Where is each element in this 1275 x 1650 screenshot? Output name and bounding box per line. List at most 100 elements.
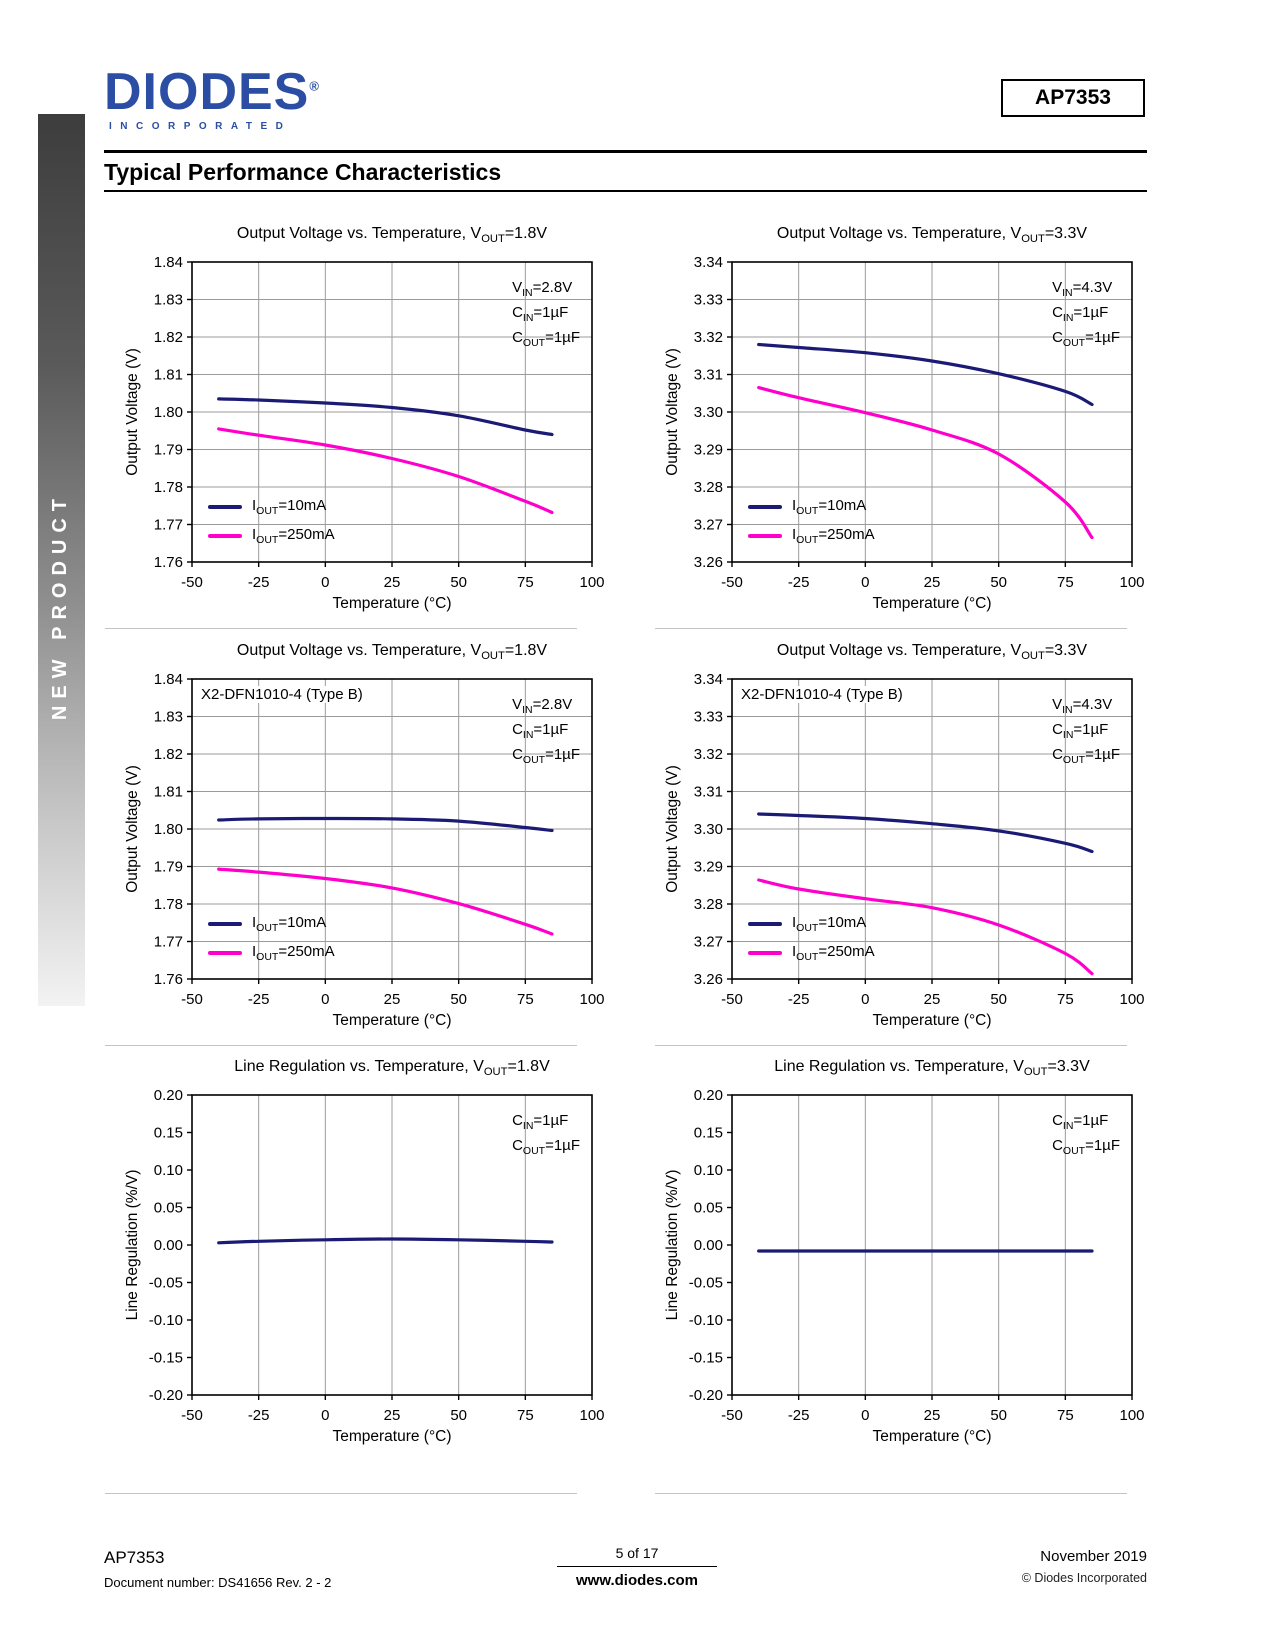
y-axis-label: Output Voltage (V) [124,348,141,476]
y-tick-label: 3.26 [694,554,723,571]
plot-area: -50 -25 0 25 50 75 100 3.34 3.33 3.32 3.31 3.30 3.29… [660,252,1150,617]
x-tick-label: -25 [248,1407,270,1424]
y-tick-label: 3.29 [694,442,723,459]
legend-label: IOUT=250mA [792,525,875,546]
row-divider [105,628,577,629]
y-axis-label: Output Voltage (V) [664,765,681,893]
legend-label: IOUT=10mA [792,913,867,934]
x-tick-label: 25 [384,1407,401,1424]
series-line-0 [217,816,554,833]
logo-wordmark: DIODES® [104,66,320,118]
x-tick-label: -50 [721,991,743,1008]
x-axis-label: Temperature (°C) [872,595,991,612]
y-axis-label: Output Voltage (V) [124,765,141,893]
conditions-annotation: VIN=4.3V CIN=1µF COUT=1µF [1052,279,1120,349]
conditions-annotation: VIN=2.8V CIN=1µF COUT=1µF [512,279,580,349]
y-tick-label: 3.28 [694,479,723,496]
x-tick-label: -50 [181,1407,203,1424]
x-tick-label: 75 [517,574,534,591]
row-divider [655,1493,1127,1494]
legend: IOUT=10mA IOUT=250mA [748,492,875,550]
x-tick-label: 50 [450,1407,467,1424]
x-tick-label: 75 [517,991,534,1008]
x-tick-label: 25 [384,991,401,1008]
x-tick-label: -25 [788,1407,810,1424]
x-tick-label: 100 [579,991,604,1008]
legend-label: IOUT=10mA [252,496,327,517]
chart-line-regulation-3v3: Line Regulation vs. Temperature, VOUT=3.… [660,1058,1150,1450]
x-tick-label: 50 [990,991,1007,1008]
footer-copyright: © Diodes Incorporated [1021,1571,1147,1585]
x-tick-label: 100 [1119,574,1144,591]
chart-canvas: -50 -25 0 25 50 75 100 3.34 3.33 3.32 3.31 3.30 3.29… [664,671,1145,1029]
chart-canvas: -50 -25 0 25 50 75 100 1.84 1.83 1.82 1.81 1.80 1.79… [124,254,605,612]
y-tick-label: -0.05 [689,1275,723,1292]
legend-label: IOUT=250mA [252,525,335,546]
y-tick-label: 0.20 [694,1087,723,1104]
x-tick-label: 0 [861,1407,869,1424]
footer-date: November 2019 [1040,1548,1147,1565]
legend-swatch [748,950,782,955]
legend-item: IOUT=250mA [208,938,335,967]
x-tick-label: 100 [1119,1407,1144,1424]
legend-swatch [748,504,782,509]
x-tick-label: 50 [450,574,467,591]
y-tick-label: 3.26 [694,971,723,988]
x-tick-label: 0 [321,1407,329,1424]
footer-page-info: 5 of 17 [557,1545,717,1567]
footer-part-number: AP7353 [104,1548,165,1567]
y-tick-label: 1.83 [154,292,183,309]
x-tick-label: 75 [517,1407,534,1424]
legend-item: IOUT=250mA [748,521,875,550]
legend-swatch [208,504,242,509]
registered-mark-icon: ® [309,78,320,94]
y-tick-label: 3.28 [694,896,723,913]
row-divider [655,628,1127,629]
x-axis-label: Temperature (°C) [332,1012,451,1029]
x-tick-label: 50 [450,991,467,1008]
chart-output-voltage-1v8: Output Voltage vs. Temperature, VOUT=1.8… [120,225,610,617]
chart-title: Line Regulation vs. Temperature, VOUT=1.… [234,1058,550,1079]
y-tick-label: -0.15 [689,1350,723,1367]
legend-item: IOUT=10mA [208,492,335,521]
x-tick-label: 25 [924,574,941,591]
legend: IOUT=10mA IOUT=250mA [748,909,875,967]
y-tick-label: -0.20 [689,1387,723,1404]
row-divider [655,1045,1127,1046]
legend: IOUT=10mA IOUT=250mA [208,909,335,967]
x-tick-label: -25 [248,574,270,591]
x-axis-label: Temperature (°C) [332,595,451,612]
legend-label: IOUT=10mA [252,913,327,934]
footer-website-link[interactable]: www.diodes.com [576,1572,698,1589]
y-tick-label: 0.05 [154,1200,183,1217]
y-tick-label: 3.31 [694,784,723,801]
y-axis-label: Line Regulation (%/V) [124,1170,141,1321]
legend-label: IOUT=250mA [252,942,335,963]
y-tick-label: 1.80 [154,404,183,421]
x-tick-label: 100 [579,1407,604,1424]
new-product-banner: NEW PRODUCT [38,114,85,1006]
package-label: X2-DFN1010-4 (Type B) [198,686,366,703]
y-tick-label: -0.10 [149,1312,183,1329]
y-tick-label: 3.32 [694,329,723,346]
x-tick-label: 25 [924,1407,941,1424]
plot-area: -50 -25 0 25 50 75 100 1.84 1.83 1.82 1.81 1.80 1.79… [120,669,610,1034]
chart-canvas: -50 -25 0 25 50 75 100 0.20 0.15 0.10 0.05 0.00 -0.0… [124,1087,605,1445]
y-tick-label: 1.78 [154,479,183,496]
x-axis-label: Temperature (°C) [872,1012,991,1029]
legend-swatch [208,921,242,926]
series-line-0 [217,397,554,437]
y-tick-label: 3.33 [694,292,723,309]
y-axis-label: Output Voltage (V) [664,348,681,476]
y-tick-label: 1.77 [154,517,183,534]
x-tick-label: -50 [181,574,203,591]
chart-canvas: -50 -25 0 25 50 75 100 0.20 0.15 0.10 0.05 0.00 -0.0… [664,1087,1145,1445]
y-tick-label: 0.15 [694,1125,723,1142]
x-tick-label: 0 [861,991,869,1008]
legend-item: IOUT=10mA [748,909,875,938]
chart-title: Output Voltage vs. Temperature, VOUT=1.8… [236,642,548,663]
y-tick-label: -0.15 [149,1350,183,1367]
y-tick-label: 3.29 [694,859,723,876]
y-tick-label: 3.34 [694,254,723,271]
